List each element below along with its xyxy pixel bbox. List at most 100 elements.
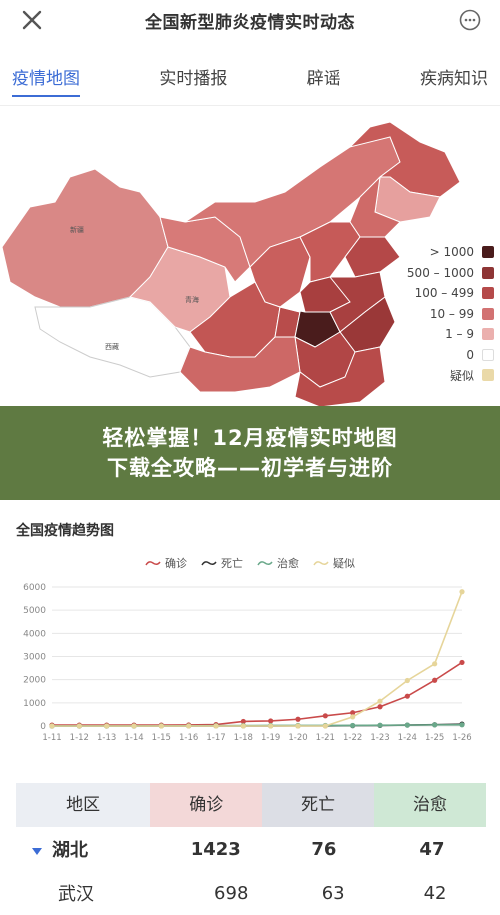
legend-swatch: [482, 246, 494, 259]
legend-swatch: [482, 287, 494, 300]
data-point: [213, 723, 219, 729]
legend-label: 10 – 99: [429, 306, 474, 321]
chart-legend-item[interactable]: 疑似: [313, 555, 355, 571]
data-point: [377, 704, 383, 710]
tab-rumors[interactable]: 辟谣: [306, 69, 341, 89]
banner-line-1: 轻松掌握！12月疫情实时地图: [102, 426, 398, 450]
x-tick-label: 1-13: [97, 733, 116, 743]
trend-line-chart: 0 1000 2000 3000 4000 5000 6000 1-11 1-12 1-13 1-1…: [23, 583, 472, 743]
tab-disease-knowledge[interactable]: 疾病知识: [419, 69, 488, 89]
data-point: [240, 718, 246, 725]
region-name: 湖北: [52, 840, 88, 861]
data-point: [268, 718, 274, 724]
legend-label: 0: [466, 347, 474, 362]
headline-banner: 轻松掌握！12月疫情实时地图 下载全攻略——初学者与进阶: [0, 406, 500, 500]
y-tick-label: 3000: [23, 653, 46, 663]
x-tick-label: 1-25: [425, 733, 444, 743]
legend-label: 1 – 9: [445, 327, 474, 342]
banner-line-2: 下载全攻略——初学者与进阶: [107, 456, 393, 480]
chart-legend-item[interactable]: 确诊: [145, 555, 187, 571]
data-point: [432, 661, 438, 667]
series-line: [52, 661, 463, 726]
data-point: [322, 713, 328, 719]
data-point: [268, 723, 274, 729]
cured-cell: 47: [419, 838, 445, 860]
data-point: [459, 722, 465, 728]
table-row[interactable]: 湖北 1423 76 47: [16, 827, 486, 871]
x-tick-label: 1-16: [179, 733, 198, 743]
expand-triangle-icon[interactable]: [32, 847, 42, 855]
data-point: [295, 716, 301, 722]
x-tick-label: 1-17: [206, 733, 225, 743]
data-point: [240, 723, 246, 729]
y-tick-label: 1000: [23, 699, 46, 709]
legend-item: > 1000: [394, 242, 494, 263]
more-icon[interactable]: [458, 8, 482, 32]
data-point: [404, 693, 410, 699]
legend-label: 500 – 1000: [406, 265, 474, 280]
map-region-yunnan-guizhou: [179, 336, 301, 393]
x-tick-label: 1-24: [398, 733, 417, 743]
data-point: [350, 722, 356, 729]
map-region-guangdong: [294, 346, 386, 407]
x-tick-label: 1-26: [452, 733, 471, 743]
x-tick-label: 1-22: [343, 733, 362, 743]
data-point: [158, 723, 164, 729]
y-tick-label: 5000: [23, 606, 46, 616]
confirmed-cell: 1423: [190, 838, 241, 860]
map-legend: > 1000 500 – 1000 100 – 499 10 – 99 1 – …: [394, 242, 494, 386]
column-header-confirmed[interactable]: 确诊: [150, 783, 263, 827]
legend-item: 500 – 1000: [394, 263, 494, 284]
legend-swatch: [482, 266, 494, 279]
close-icon[interactable]: [14, 4, 50, 36]
x-tick-label: 1-15: [152, 733, 171, 743]
legend-swatch: [482, 369, 494, 382]
data-point: [377, 698, 383, 704]
tab-live-report[interactable]: 实时播报: [159, 69, 228, 89]
x-tick-label: 1-23: [370, 733, 389, 743]
legend-item: 10 – 99: [394, 304, 494, 325]
table-header-row: 地区 确诊 死亡 治愈: [16, 783, 486, 827]
confirmed-cell: 698: [214, 882, 249, 904]
map-label-qinghai: 青海: [185, 295, 199, 304]
legend-label: 100 – 499: [414, 286, 474, 301]
china-epidemic-map[interactable]: 新疆 西藏 青海: [0, 107, 500, 407]
legend-item: 0: [394, 345, 494, 366]
legend-swatch: [482, 328, 494, 341]
top-bar: 全国新型肺炎疫情实时动态: [0, 0, 500, 40]
x-tick-label: 1-19: [261, 733, 280, 743]
y-tick-label: 2000: [23, 676, 46, 686]
data-point: [295, 723, 301, 729]
data-point: [76, 723, 82, 729]
legend-swatch: [482, 348, 494, 361]
data-point: [350, 714, 356, 720]
data-point: [432, 722, 438, 728]
column-header-cured[interactable]: 治愈: [374, 783, 486, 827]
data-point: [350, 710, 356, 716]
x-tick-label: 1-11: [42, 733, 61, 743]
chart-legend: 确诊 死亡 治愈 疑似: [0, 555, 500, 571]
map-label-xizang: 西藏: [105, 342, 119, 351]
chart-legend-label: 治愈: [277, 557, 299, 570]
data-point: [459, 589, 465, 595]
data-point: [131, 723, 137, 729]
series-line: [52, 591, 463, 727]
chart-legend-item[interactable]: 治愈: [257, 555, 299, 571]
dead-cell: 63: [321, 882, 345, 904]
legend-item: 100 – 499: [394, 283, 494, 304]
legend-item: 疑似: [394, 365, 494, 386]
y-tick-label: 6000: [23, 583, 46, 593]
y-tick-label: 0: [40, 722, 46, 732]
region-stats-table: 地区 确诊 死亡 治愈 湖北 1423 76 47 武汉 698 63 42: [16, 783, 486, 915]
column-header-dead[interactable]: 死亡: [262, 783, 375, 827]
x-tick-label: 1-14: [124, 733, 143, 743]
table-row[interactable]: 武汉 698 63 42: [16, 871, 486, 915]
y-tick-label: 4000: [23, 629, 46, 639]
data-point: [432, 677, 438, 683]
region-cell[interactable]: 湖北: [16, 836, 162, 862]
chart-legend-item[interactable]: 死亡: [201, 555, 243, 571]
column-header-region[interactable]: 地区: [16, 783, 151, 827]
data-point: [404, 677, 410, 684]
x-tick-label: 1-20: [288, 733, 307, 743]
tab-epidemic-map[interactable]: 疫情地图: [12, 40, 80, 105]
